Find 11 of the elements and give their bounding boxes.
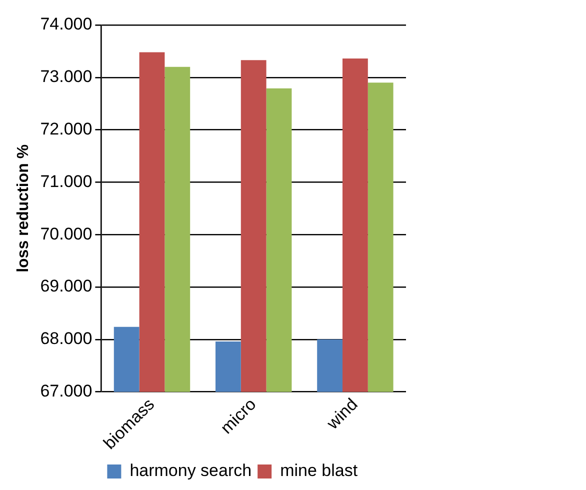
legend-label: harmony search [130,461,252,480]
y-tick-label: 68.000 [40,329,92,348]
y-tick-label: 67.000 [40,382,92,400]
y-tick-label: 72.000 [40,119,92,138]
y-tick-label: 74.000 [40,14,92,34]
y-tick-label: 73.000 [40,67,92,86]
y-tick-label: 70.000 [40,224,92,244]
y-tick-label: 69.000 [40,276,92,296]
legend-label: mine blast [280,461,358,480]
y-tick-label: 71.000 [40,172,92,191]
y-axis-title: loss reduction % [15,144,32,272]
